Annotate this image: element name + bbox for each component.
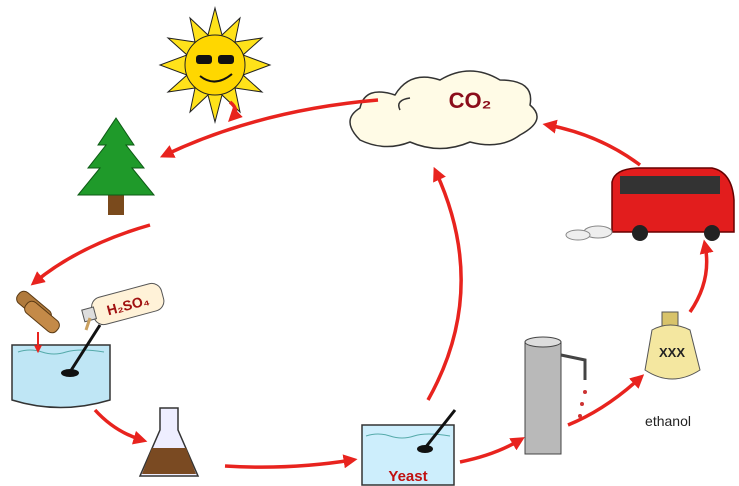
arrow	[30, 223, 151, 286]
arrow	[93, 408, 148, 445]
yeast-label: Yeast	[388, 468, 427, 485]
arrow	[426, 166, 463, 401]
tree	[76, 117, 156, 215]
arrow	[224, 454, 358, 469]
arrow	[542, 119, 642, 167]
yeast-beaker	[361, 409, 457, 486]
arrow	[459, 437, 525, 464]
arrow	[159, 98, 379, 158]
tank	[11, 324, 111, 409]
co2-label: CO₂	[449, 88, 492, 113]
flask	[138, 407, 200, 477]
distillation-column	[524, 336, 587, 455]
acid-drip	[84, 317, 92, 331]
sun	[158, 6, 272, 124]
arrow	[567, 374, 645, 427]
acid-bottle	[81, 282, 165, 326]
ethanol-label: ethanol	[645, 413, 691, 429]
wood-logs	[16, 290, 60, 334]
bottle-label: XXX	[659, 345, 685, 360]
cycle-arrows	[30, 98, 714, 469]
bus	[565, 167, 735, 241]
ethanol-bottle	[644, 311, 701, 380]
arrow	[688, 239, 714, 313]
arrow	[228, 100, 243, 122]
co2-cloud	[349, 70, 538, 150]
